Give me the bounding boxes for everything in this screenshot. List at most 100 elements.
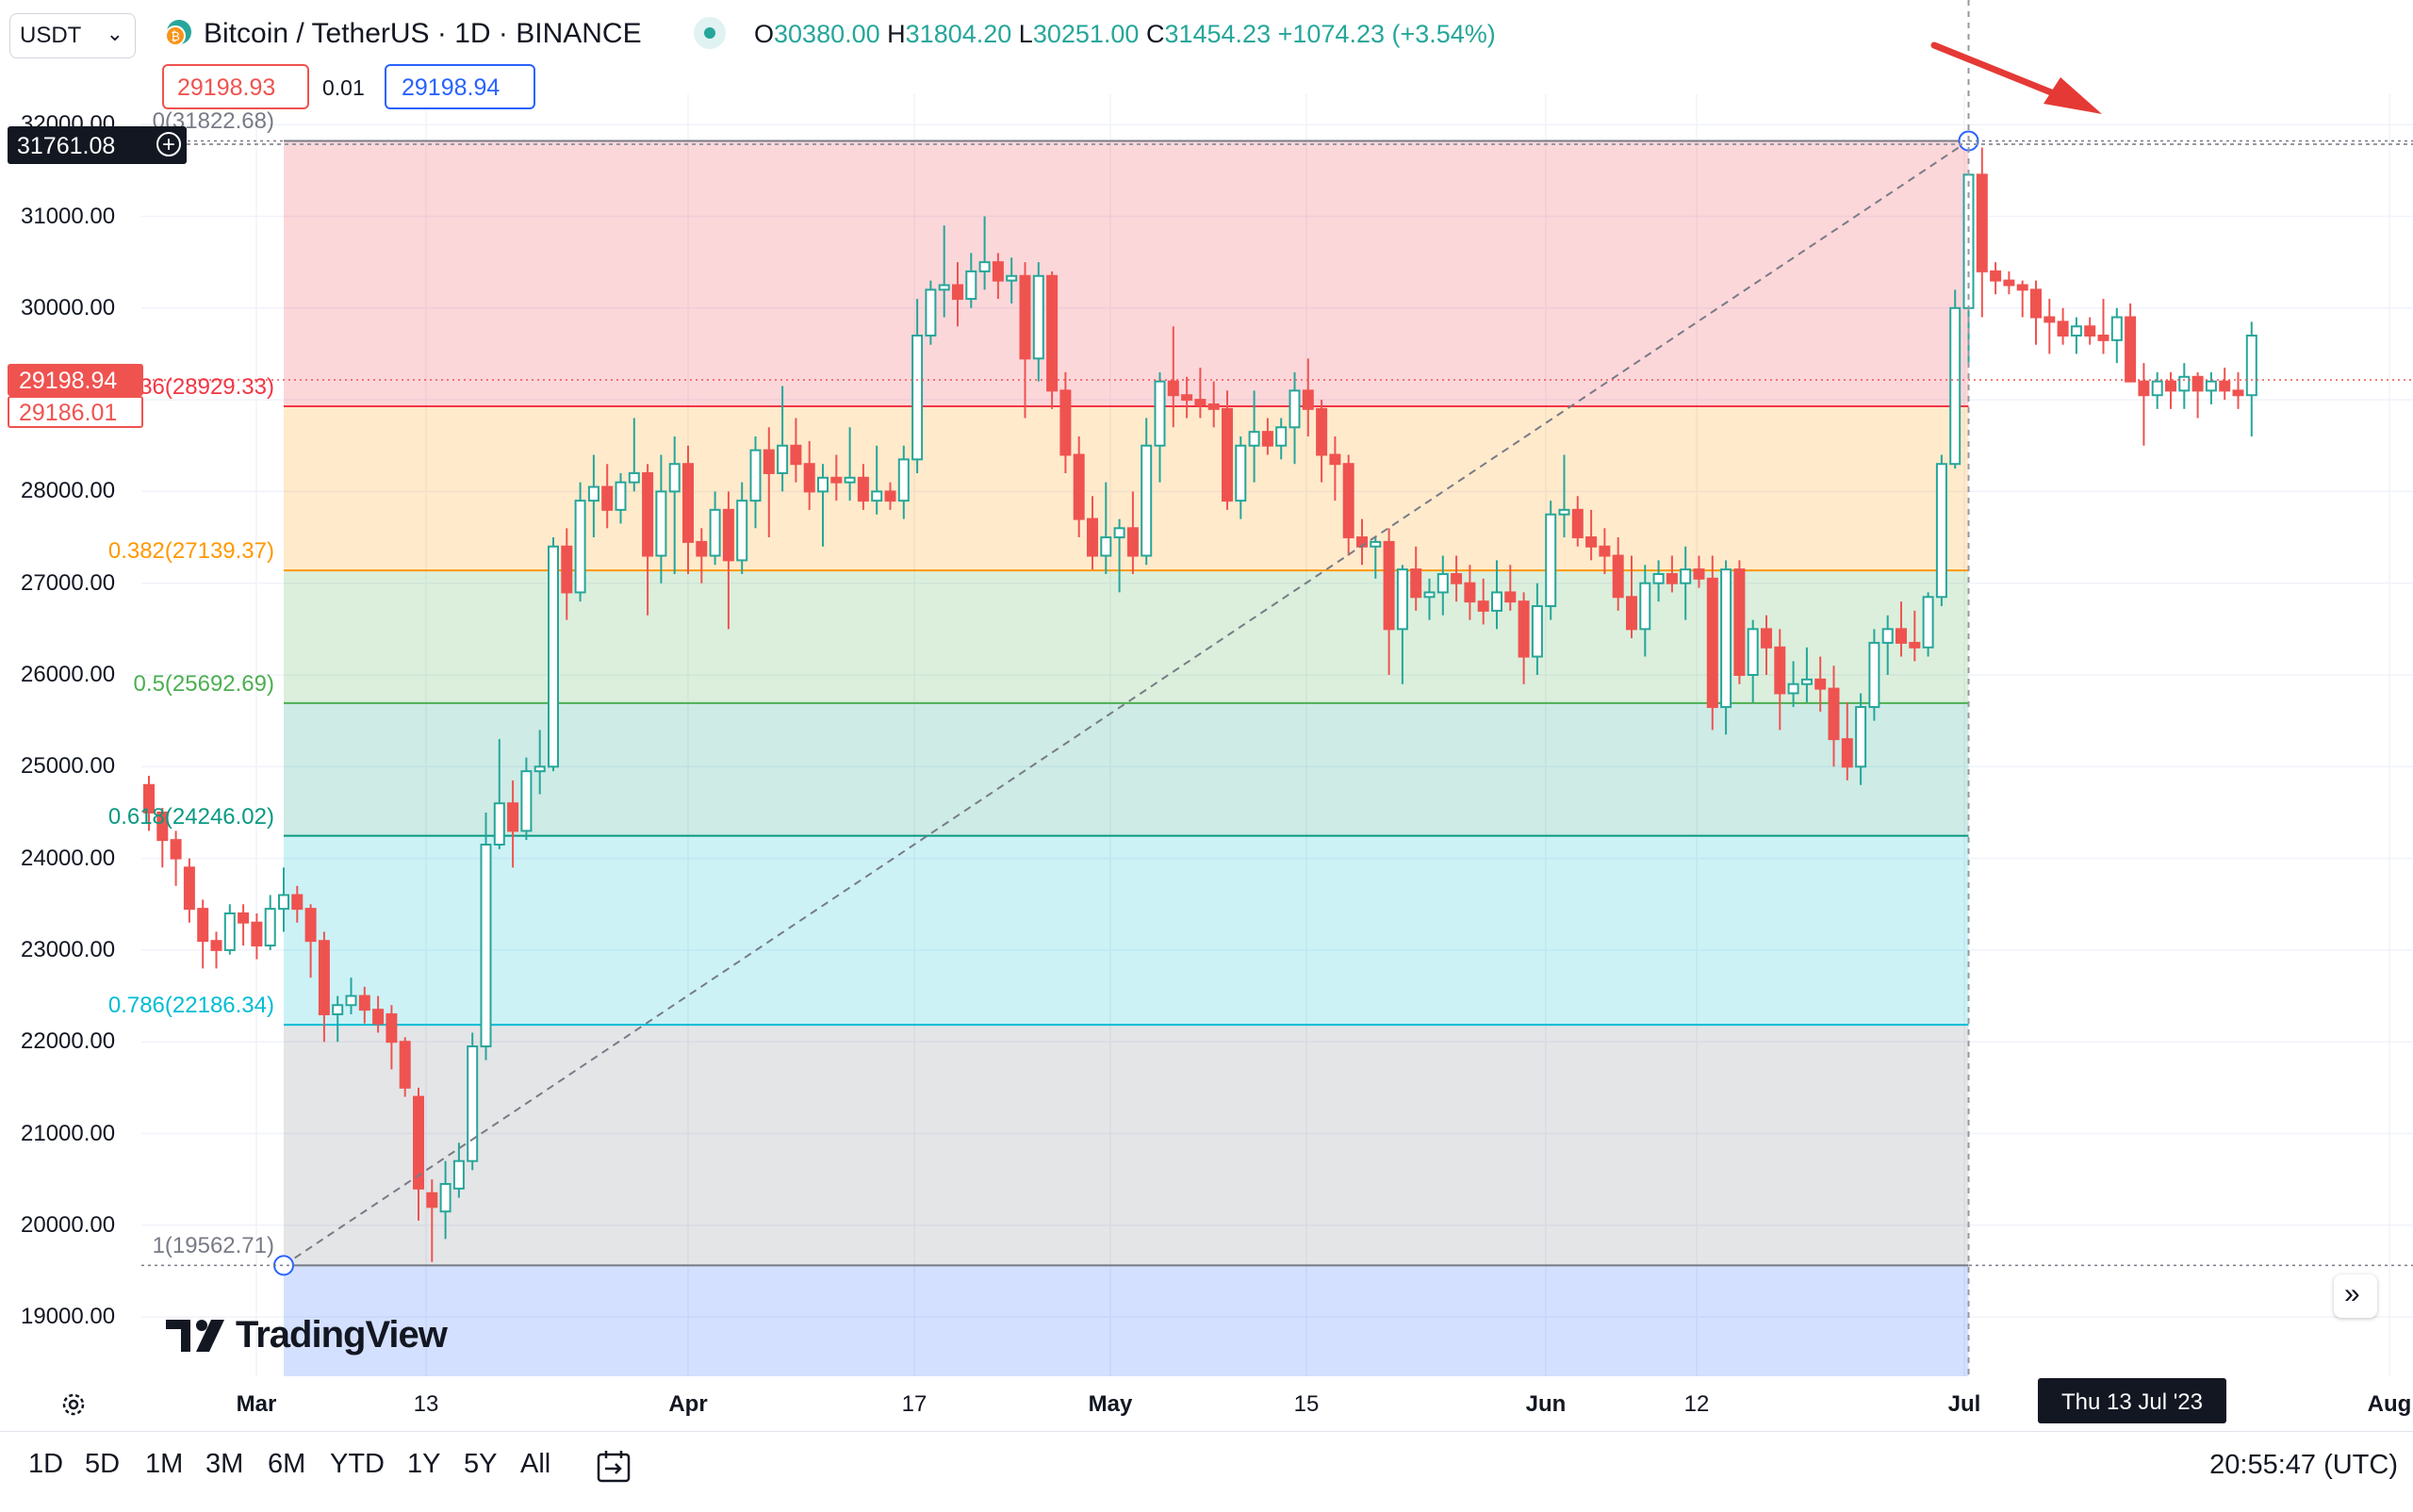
candle — [2178, 363, 2191, 409]
candle — [1436, 555, 1449, 616]
timeframe-5y-button[interactable]: 5Y — [464, 1449, 498, 1479]
candle-body — [210, 940, 222, 951]
candle — [682, 445, 694, 574]
gear-icon[interactable] — [58, 1389, 89, 1420]
candle — [210, 931, 222, 969]
market-status-icon[interactable] — [694, 17, 726, 49]
timeframe-6m-button[interactable]: 6M — [268, 1449, 306, 1479]
time-axis-label: Mar — [236, 1391, 277, 1417]
candle-body — [749, 449, 762, 502]
scroll-to-realtime-button[interactable]: » — [2334, 1274, 2377, 1318]
sell-button[interactable]: 29198.93 — [162, 64, 309, 109]
candle — [2110, 307, 2123, 364]
timeframe-3m-button[interactable]: 3M — [205, 1449, 244, 1479]
candle-body — [223, 912, 236, 951]
time-axis-label: Apr — [668, 1391, 708, 1417]
time-axis-label: 15 — [1293, 1391, 1320, 1417]
buy-button[interactable]: 29198.94 — [385, 64, 535, 109]
candle-body — [1800, 678, 1813, 685]
candle-body — [413, 1095, 424, 1190]
candle — [1248, 390, 1260, 483]
candle-body — [1436, 572, 1449, 594]
candle-body — [2125, 316, 2137, 383]
currency-select[interactable]: USDT ⌄ — [9, 13, 136, 58]
candle — [1774, 629, 1786, 731]
candle — [2030, 280, 2042, 345]
last-price-label: 29198.94 — [8, 364, 143, 396]
candle — [1949, 289, 1962, 469]
candle — [1626, 555, 1637, 639]
candle — [2084, 317, 2096, 345]
candle — [561, 528, 573, 620]
candle — [548, 537, 559, 772]
symbol-title[interactable]: Bitcoin / TetherUS · 1D · BINANCE — [204, 18, 642, 49]
candle-body — [1370, 540, 1382, 548]
candle-body — [2070, 325, 2082, 337]
time-axis-label: Aug — [2367, 1391, 2412, 1417]
candle — [1733, 560, 1746, 684]
timeframe-1m-button[interactable]: 1M — [145, 1449, 184, 1479]
candle-body — [358, 994, 370, 1011]
candle — [1167, 326, 1179, 428]
candle-body — [615, 481, 627, 511]
candle-body — [452, 1159, 465, 1190]
candle-body — [2003, 279, 2015, 287]
brand-name: TradingView — [236, 1314, 448, 1356]
candle — [318, 931, 330, 1043]
candle-body — [1881, 628, 1894, 644]
candle-body — [2097, 334, 2109, 341]
candle — [1680, 546, 1692, 620]
timeframe-ytd-button[interactable]: YTD — [330, 1449, 385, 1479]
candle — [1652, 560, 1665, 602]
candle-body — [1019, 274, 1031, 360]
candle-body — [1289, 389, 1301, 429]
candle-body — [574, 500, 586, 594]
candle-body — [952, 284, 963, 301]
candle — [1990, 262, 2002, 295]
candle — [1881, 615, 1894, 675]
candle-body — [467, 1045, 479, 1162]
candle — [2219, 368, 2231, 401]
candle — [1222, 390, 1233, 510]
candle — [628, 418, 640, 492]
candle-body — [777, 444, 789, 474]
timeframe-all-button[interactable]: All — [520, 1449, 551, 1479]
timeframe-1y-button[interactable]: 1Y — [407, 1449, 441, 1479]
annotation-arrow — [1930, 41, 2102, 114]
candle-body — [291, 894, 304, 911]
candle — [1639, 565, 1651, 657]
candle — [1477, 578, 1489, 625]
time-axis-label: Jun — [1525, 1391, 1567, 1417]
candle-body — [1558, 508, 1570, 516]
bid-price-label: 29186.01 — [8, 396, 143, 428]
candle — [156, 808, 169, 868]
candle-body — [601, 485, 614, 511]
time-axis-label: May — [1088, 1391, 1133, 1417]
symbol-logo-icon: ₿ — [164, 19, 192, 47]
candle-body — [2016, 284, 2028, 291]
add-plus-icon[interactable]: + — [156, 132, 181, 156]
candle — [790, 418, 802, 483]
date-range-icon[interactable] — [596, 1448, 633, 1486]
candle-body — [386, 1013, 398, 1044]
candle — [1693, 555, 1705, 588]
candle — [304, 904, 317, 978]
candle-body — [1706, 577, 1718, 709]
candle-body — [197, 908, 209, 943]
candle-body — [992, 261, 1004, 282]
timeframe-1d-button[interactable]: 1D — [28, 1449, 64, 1479]
candle — [493, 739, 505, 849]
timeframe-5d-button[interactable]: 5D — [85, 1449, 121, 1479]
candle — [251, 912, 263, 960]
utc-clock[interactable]: 20:55:47 (UTC) — [2209, 1450, 2398, 1480]
candle — [803, 440, 815, 510]
spread-value: 0.01 — [322, 75, 365, 100]
candle-body — [156, 811, 169, 842]
candle-body — [1571, 508, 1584, 539]
candle-body — [925, 288, 937, 337]
candle — [1787, 661, 1799, 708]
candle-body — [1909, 641, 1921, 649]
candle-body — [2165, 380, 2176, 392]
candle — [399, 1037, 411, 1097]
